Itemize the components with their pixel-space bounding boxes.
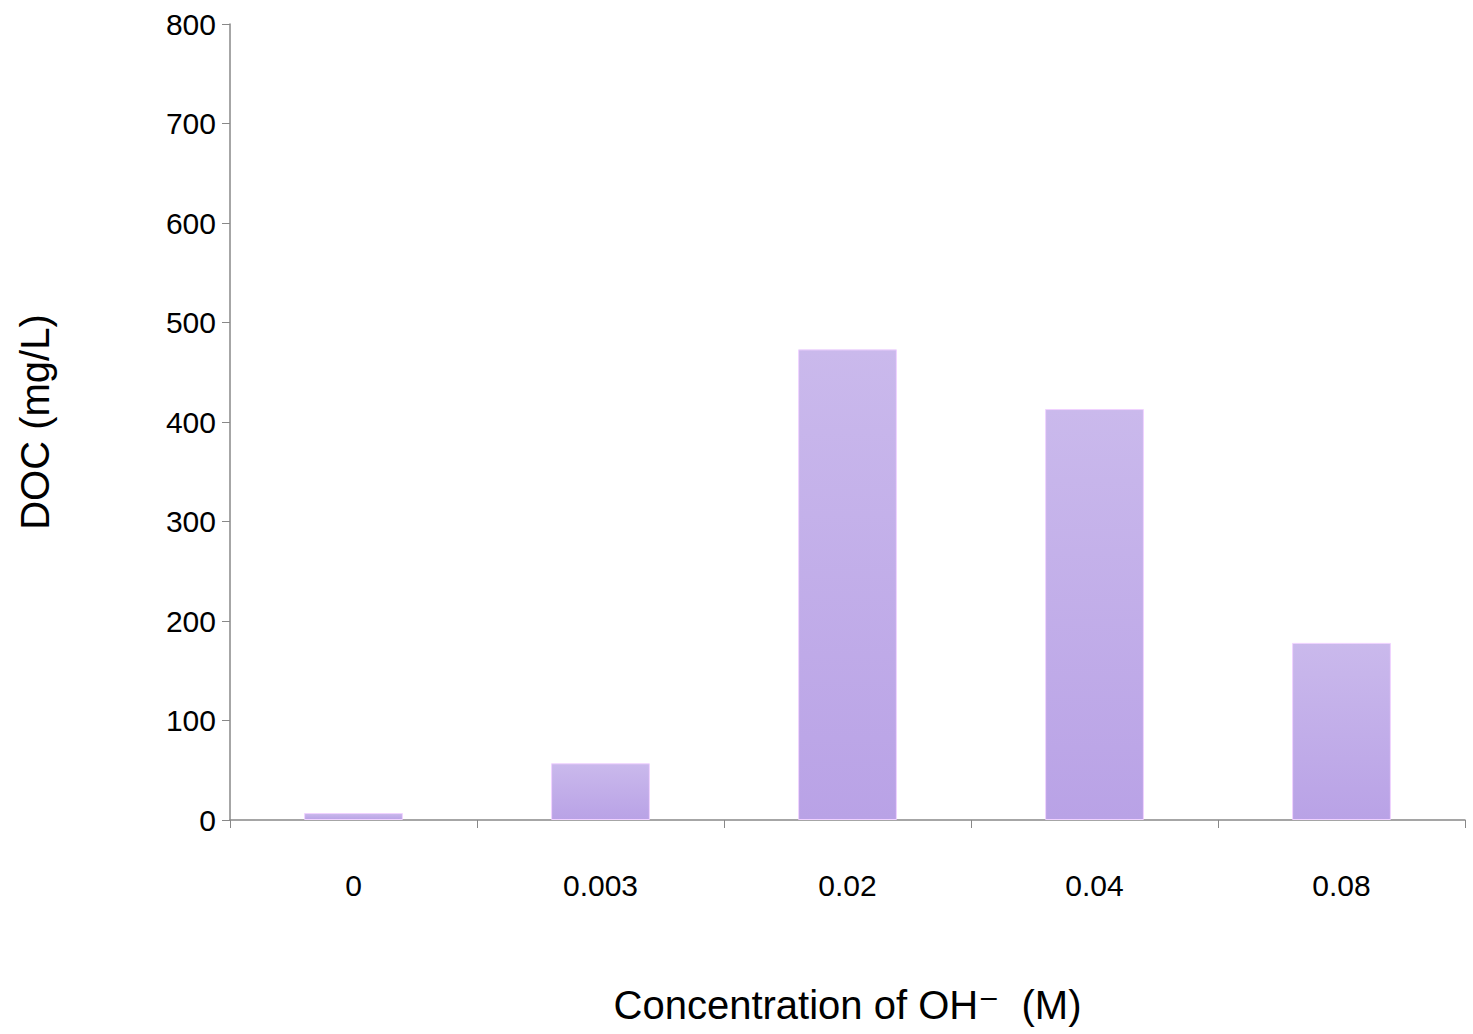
svg-text:0.08: 0.08	[1312, 869, 1370, 902]
svg-text:Concentration of OH⁻ (M): Concentration of OH⁻ (M)	[614, 983, 1082, 1027]
svg-text:600: 600	[166, 207, 216, 240]
svg-text:0.003: 0.003	[563, 869, 638, 902]
svg-text:0.02: 0.02	[818, 869, 876, 902]
svg-text:DOC (mg/L): DOC (mg/L)	[13, 314, 57, 530]
svg-text:700: 700	[166, 107, 216, 140]
svg-text:100: 100	[166, 704, 216, 737]
svg-text:0: 0	[199, 804, 216, 837]
svg-text:800: 800	[166, 8, 216, 41]
svg-text:500: 500	[166, 306, 216, 339]
svg-text:200: 200	[166, 605, 216, 638]
svg-text:0.04: 0.04	[1065, 869, 1123, 902]
svg-text:300: 300	[166, 505, 216, 538]
svg-text:0: 0	[345, 869, 362, 902]
svg-text:400: 400	[166, 406, 216, 439]
